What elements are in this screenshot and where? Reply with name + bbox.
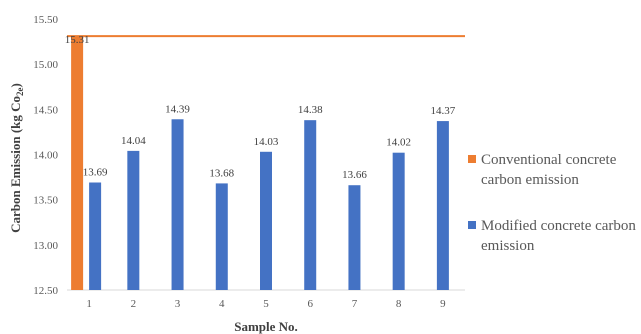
y-tick-label: 14.00: [33, 150, 58, 162]
y-tick-label: 12.50: [33, 285, 58, 297]
x-tick-label: 4: [219, 298, 225, 310]
bar-modified: [171, 119, 184, 291]
x-tick-label: 1: [86, 298, 92, 310]
legend: Conventional concrete carbon emission Mo…: [468, 150, 640, 282]
bar-modified: [304, 120, 317, 290]
data-label-modified: 14.04: [121, 135, 146, 147]
y-tick-label: 14.50: [33, 104, 58, 116]
legend-label-conventional: Conventional concrete carbon emission: [481, 152, 617, 188]
bars-group: [71, 36, 449, 291]
data-label-modified: 14.03: [254, 136, 279, 148]
data-labels-group: 15.31 13.69 14.04 14.39 13.68 14.03 14.38 13.66…: [65, 34, 456, 181]
x-tick-label: 2: [131, 298, 137, 310]
x-tick-label: 7: [352, 298, 358, 310]
y-axis-ticks: 12.50 13.00 13.50 14.00 14.50 15.00 15.50: [33, 14, 58, 297]
legend-swatch-modified: [468, 221, 476, 229]
bar-modified: [127, 150, 140, 290]
bar-conventional: [71, 36, 84, 291]
y-tick-label: 15.50: [33, 14, 58, 26]
data-label-modified: 14.39: [165, 103, 190, 115]
x-tick-label: 9: [440, 298, 446, 310]
x-axis-ticks: 1 2 3 4 5 6 7 8 9: [86, 298, 446, 310]
legend-item-conventional: Conventional concrete carbon emission: [468, 150, 640, 190]
x-tick-label: 6: [307, 298, 313, 310]
bar-modified: [392, 152, 405, 290]
x-tick-label: 8: [396, 298, 402, 310]
y-tick-label: 13.50: [33, 195, 58, 207]
data-label-modified: 13.68: [209, 167, 234, 179]
bar-modified: [215, 183, 228, 290]
data-label-modified: 14.38: [298, 104, 323, 116]
y-tick-label: 15.00: [33, 59, 58, 71]
bar-modified: [89, 182, 102, 290]
y-tick-label: 13.00: [33, 240, 58, 252]
y-axis-title: Carbon Emission (kg Co2e): [8, 83, 25, 233]
data-label-conventional: 15.31: [65, 34, 90, 46]
data-label-modified: 13.69: [83, 167, 108, 179]
legend-label-modified: Modified concrete carbon emission: [481, 218, 636, 254]
legend-item-modified: Modified concrete carbon emission: [468, 216, 640, 256]
data-label-modified: 14.02: [386, 137, 411, 149]
x-axis-title: Sample No.: [234, 319, 298, 334]
data-label-modified: 14.37: [431, 105, 456, 117]
x-tick-label: 5: [263, 298, 269, 310]
bar-modified: [348, 185, 361, 290]
x-tick-label: 3: [175, 298, 181, 310]
bar-modified: [260, 151, 272, 290]
legend-swatch-conventional: [468, 155, 476, 163]
data-label-modified: 13.66: [342, 169, 367, 181]
bar-modified: [436, 121, 449, 291]
